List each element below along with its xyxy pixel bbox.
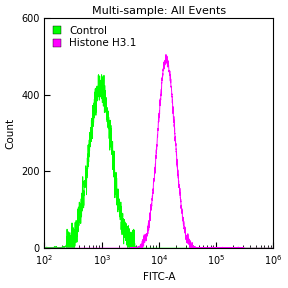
Legend: Control, Histone H3.1: Control, Histone H3.1 (50, 23, 140, 51)
X-axis label: FITC-A: FITC-A (143, 272, 175, 283)
Title: Multi-sample: All Events: Multi-sample: All Events (92, 5, 226, 16)
Y-axis label: Count: Count (5, 118, 16, 149)
